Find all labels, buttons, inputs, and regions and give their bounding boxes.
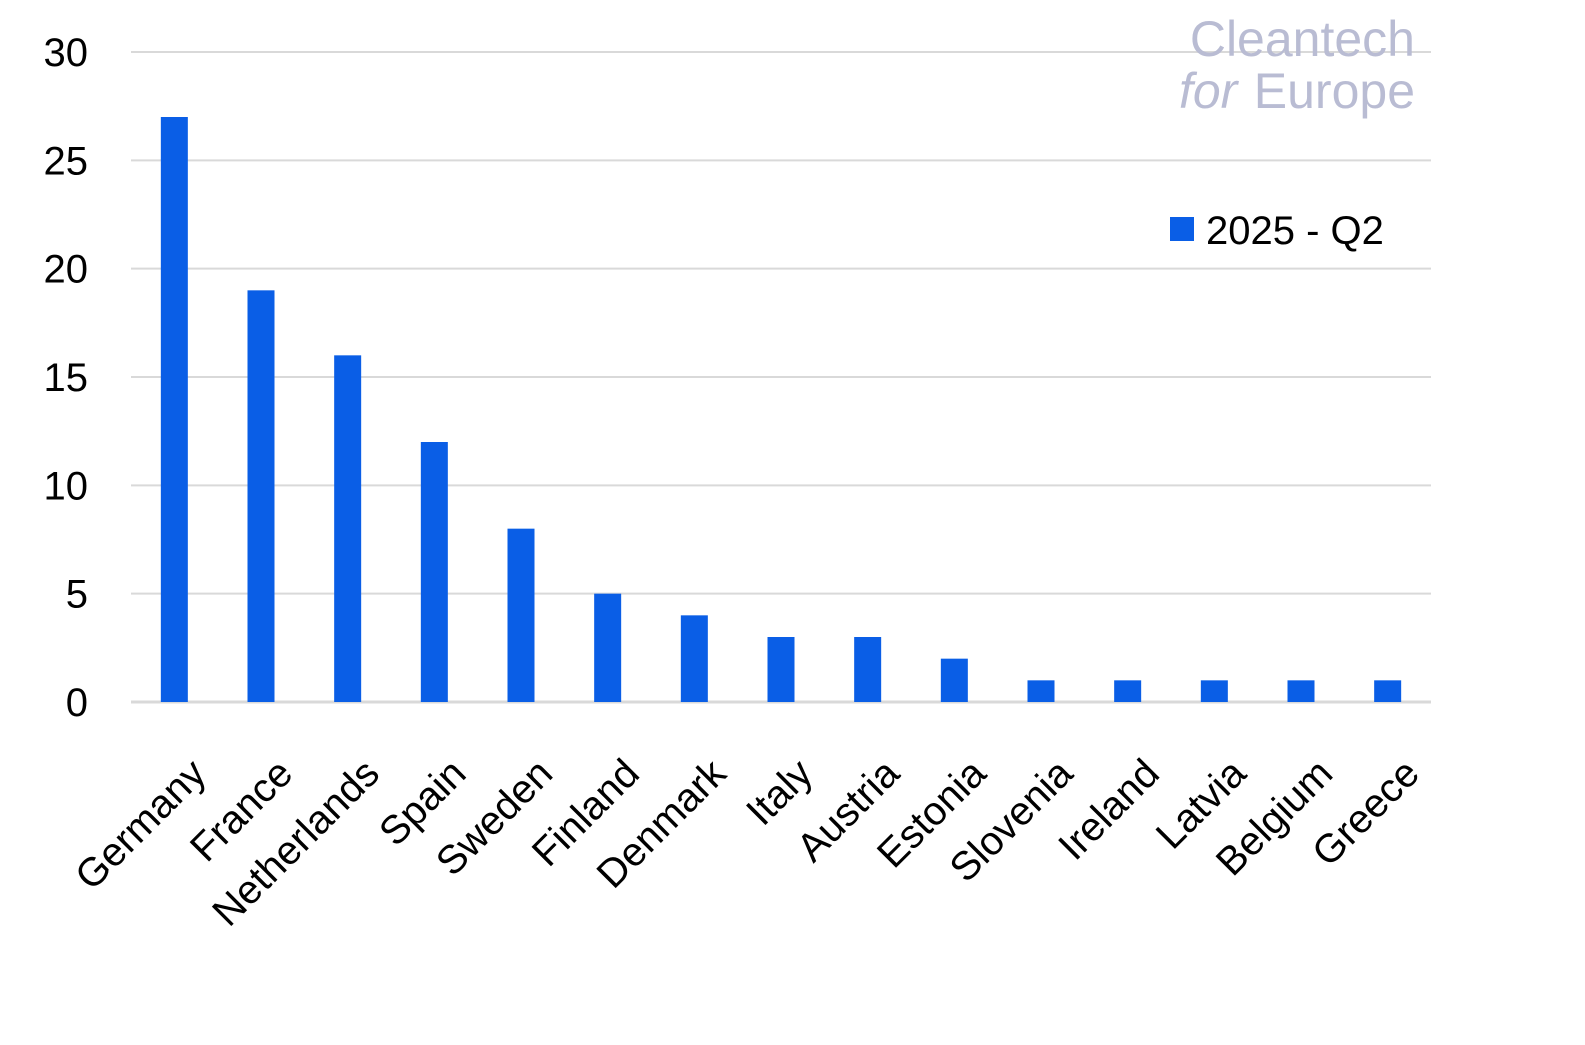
gridlines [131,51,1431,704]
bar-estonia [940,658,968,702]
y-tick-label: 30 [44,31,89,75]
logo-for: for [1179,63,1240,119]
y-axis-ticks: 0 5 10 15 20 25 30 [44,31,89,725]
bar-latvia [1200,680,1228,702]
bar-italy [767,637,795,702]
legend: 2025 - Q2 [1170,209,1384,253]
y-tick-label: 10 [44,464,89,508]
bar-finland [594,593,622,702]
y-tick-label: 5 [66,573,88,617]
y-tick-label: 25 [44,139,89,183]
x-tick-label-germany: Germany [67,751,214,898]
bar-germany [160,117,188,702]
x-tick-label-ireland: Ireland [1050,751,1168,869]
legend-label: 2025 - Q2 [1206,209,1384,253]
bars [160,117,1402,702]
legend-swatch [1170,217,1194,241]
logo-line-1: Cleantech [1190,11,1415,67]
bar-sweden [507,528,535,702]
bar-spain [420,442,448,702]
bar-ireland [1114,680,1142,702]
y-tick-label: 15 [44,356,89,400]
bar-austria [854,637,882,702]
logo-europe: Europe [1254,63,1415,119]
cleantech-for-europe-logo: Cleantech for Europe [1179,11,1415,119]
logo-line-2: for Europe [1179,63,1415,119]
y-tick-label: 20 [44,248,89,292]
bar-belgium [1287,680,1315,702]
y-tick-label: 0 [66,681,88,725]
bar-slovenia [1027,680,1055,702]
bar-greece [1374,680,1402,702]
bar-netherlands [334,355,362,702]
bar-france [247,290,275,702]
x-axis-labels: GermanyFranceNetherlandsSpainSwedenFinla… [67,750,1428,934]
bar-denmark [680,615,708,702]
